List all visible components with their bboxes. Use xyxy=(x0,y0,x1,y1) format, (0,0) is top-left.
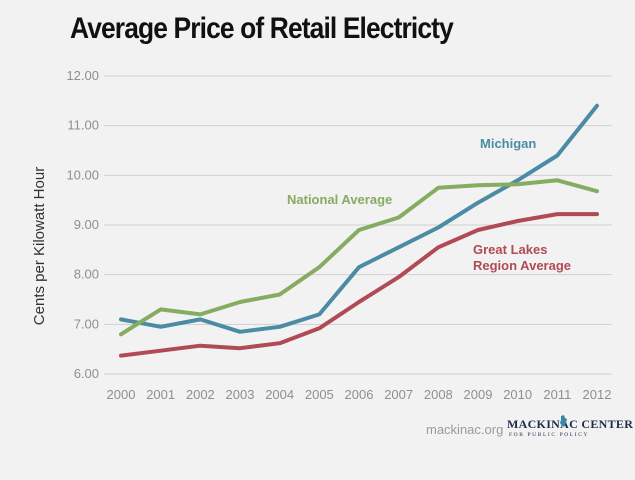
footer-url[interactable]: mackinac.org xyxy=(426,422,504,437)
y-axis-label: Cents per Kilowatt Hour xyxy=(31,167,48,325)
grid-lines xyxy=(104,75,612,375)
y-tick-label: 8.00 xyxy=(74,267,99,282)
x-tick-label: 2004 xyxy=(265,387,294,402)
x-tick-label: 2003 xyxy=(226,387,255,402)
series-label-line: Region Average xyxy=(473,258,571,273)
logo-name: MACKINAC CENTER xyxy=(507,417,634,431)
y-tick-label: 9.00 xyxy=(74,217,99,232)
y-tick-label: 6.00 xyxy=(74,366,99,381)
series-label-national: National Average xyxy=(287,192,392,207)
x-tick-label: 2006 xyxy=(345,387,374,402)
mackinac-center-logo: MACKINAC CENTER FOR PUBLIC POLICY xyxy=(507,415,633,441)
x-tick-label: 2005 xyxy=(305,387,334,402)
series-label-line: National Average xyxy=(287,192,392,207)
logo-subtext: FOR PUBLIC POLICY xyxy=(509,432,590,438)
series-labels: Michigan National Average Great Lakes Regio… xyxy=(287,136,571,273)
series-label-great_lakes: Great Lakes Region Average xyxy=(473,242,571,273)
y-tick-label: 10.00 xyxy=(66,167,99,182)
series-label-michigan: Michigan xyxy=(480,136,536,151)
y-tick-label: 7.00 xyxy=(74,316,99,331)
series-line-great_lakes xyxy=(119,212,599,358)
x-axis-ticks: 2000 2001 2002 2003 2004 2005 2006 2007 2008 2009… xyxy=(107,387,612,402)
x-tick-label: 2010 xyxy=(503,387,532,402)
x-tick-label: 2002 xyxy=(186,387,215,402)
series-line-national xyxy=(119,178,599,337)
y-tick-label: 11.00 xyxy=(67,118,99,133)
y-axis-ticks: 6.00 7.00 8.00 9.00 10.00 11.00 12.00 xyxy=(66,68,99,381)
series-line-michigan xyxy=(119,103,599,334)
x-tick-label: 2008 xyxy=(424,387,453,402)
x-tick-label: 2007 xyxy=(384,387,413,402)
x-tick-label: 2011 xyxy=(543,387,571,402)
series-label-line: Great Lakes xyxy=(473,242,547,257)
series-label-line: Michigan xyxy=(480,136,536,151)
y-tick-label: 12.00 xyxy=(66,68,99,83)
series-lines xyxy=(119,103,599,358)
michigan-mark-icon xyxy=(560,415,567,427)
x-tick-label: 2000 xyxy=(107,387,136,402)
x-tick-label: 2012 xyxy=(583,387,612,402)
x-tick-label: 2009 xyxy=(464,387,493,402)
x-tick-label: 2001 xyxy=(146,387,175,402)
chart-title: Average Price of Retail Electricty xyxy=(70,12,454,45)
